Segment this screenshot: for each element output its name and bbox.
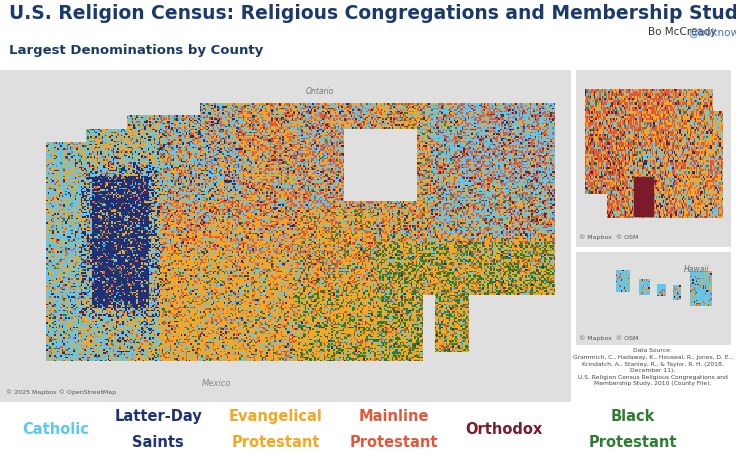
Text: Evangelical: Evangelical bbox=[229, 409, 323, 424]
Text: Orthodox: Orthodox bbox=[466, 422, 542, 437]
Text: Mainline: Mainline bbox=[358, 409, 429, 424]
Text: © Mapbox  © OSM: © Mapbox © OSM bbox=[578, 235, 638, 240]
Text: Latter-Day: Latter-Day bbox=[114, 409, 202, 424]
Text: Mexico: Mexico bbox=[202, 379, 232, 388]
Text: Hawaii: Hawaii bbox=[684, 266, 710, 275]
Text: Protestant: Protestant bbox=[232, 435, 320, 450]
Text: @boknowsdata: @boknowsdata bbox=[688, 27, 736, 37]
Text: Protestant: Protestant bbox=[589, 435, 677, 450]
Text: Nova: Nova bbox=[516, 193, 534, 199]
Text: Largest Denominations by County: Largest Denominations by County bbox=[9, 44, 263, 57]
Bar bbox=[634, 177, 653, 216]
Text: Protestant: Protestant bbox=[350, 435, 438, 450]
Text: U.S. Religion Census: Religious Congregations and Membership Study, 2010: U.S. Religion Census: Religious Congrega… bbox=[9, 4, 736, 23]
Text: © 2025 Mapbox © OpenStreetMap: © 2025 Mapbox © OpenStreetMap bbox=[6, 390, 116, 395]
Text: Saints: Saints bbox=[132, 435, 184, 450]
Text: Catholic: Catholic bbox=[22, 422, 88, 437]
Text: Ontario: Ontario bbox=[305, 88, 333, 96]
Text: © Mapbox  © OSM: © Mapbox © OSM bbox=[578, 336, 638, 341]
Text: Data Source:
Grammich, C., Hadaway, K., Houseal, R., Jones, D. E.,
Krindatch, A.: Data Source: Grammich, C., Hadaway, K., … bbox=[573, 348, 732, 386]
Text: Black: Black bbox=[611, 409, 655, 424]
Text: Bo McCready: Bo McCready bbox=[648, 27, 719, 37]
